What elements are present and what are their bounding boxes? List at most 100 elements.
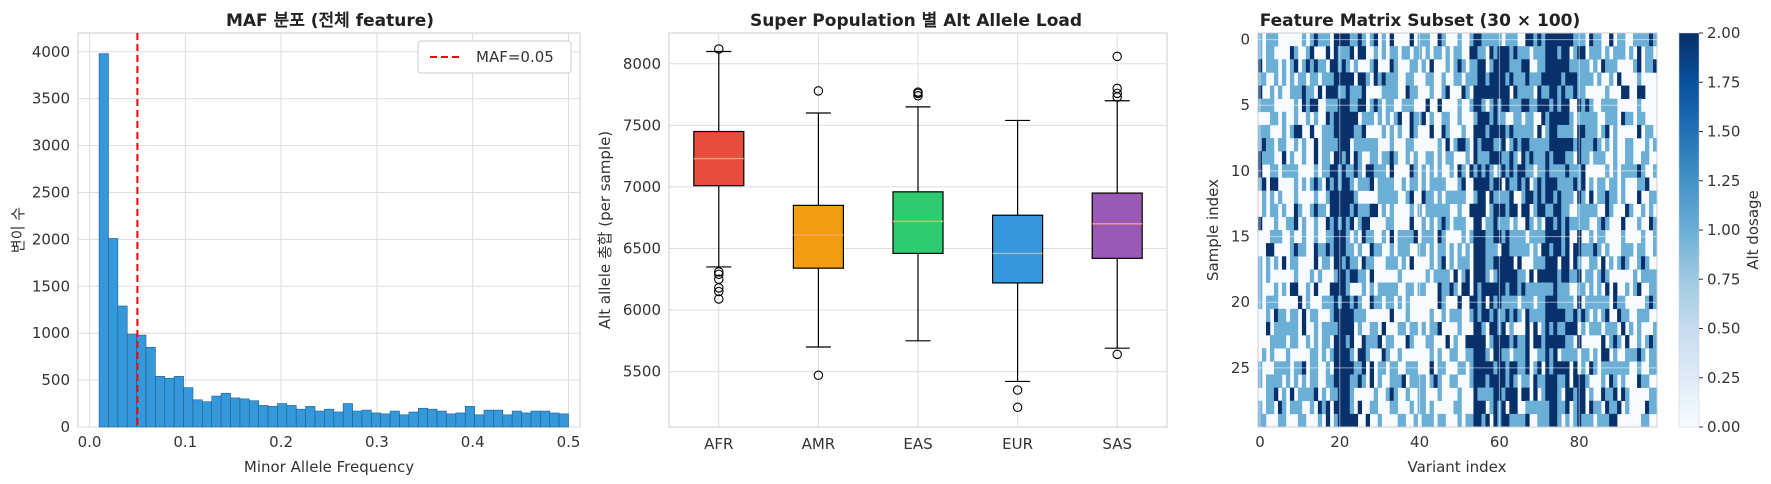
heatmap-cell: [1369, 282, 1375, 296]
heatmap-cell: [1425, 203, 1430, 218]
heatmap-cell: [1349, 256, 1355, 270]
heatmap-cell: [1553, 46, 1558, 60]
heatmap-cell: [1425, 190, 1430, 205]
heatmap-cell: [1285, 374, 1291, 388]
heatmap-cell: [1521, 282, 1526, 296]
heatmap-cell: [1589, 190, 1594, 205]
heatmap-cell: [1557, 321, 1562, 336]
heatmap-cell: [1601, 308, 1606, 323]
heatmap-cell: [1277, 413, 1283, 428]
heatmap-cell: [1425, 413, 1430, 428]
heatmap-cell: [1545, 177, 1550, 191]
heatmap-cell: [1573, 243, 1578, 257]
heatmap-cell: [1461, 190, 1466, 205]
heatmap-cell: [1609, 256, 1614, 270]
heatmap-cell: [1381, 177, 1386, 191]
heatmap-cell: [1349, 400, 1355, 415]
heatmap-cell: [1505, 203, 1510, 218]
heatmap-cell: [1533, 256, 1538, 270]
heatmap-cell: [1357, 151, 1363, 165]
heatmap-cell: [1521, 59, 1526, 73]
boxplot-y-tick-label: 8000: [623, 55, 661, 73]
heatmap-cell: [1605, 46, 1610, 60]
heatmap-cell: [1357, 348, 1363, 362]
heatmap-cell: [1269, 203, 1275, 218]
heatmap-cell: [1605, 85, 1610, 99]
heatmap-cell: [1609, 72, 1614, 86]
heatmap-cell: [1529, 282, 1534, 296]
heatmap-cell: [1289, 85, 1295, 99]
heatmap-cell: [1321, 203, 1327, 218]
heatmap-cell: [1349, 321, 1355, 336]
heatmap-cell: [1465, 335, 1470, 349]
heatmap-cell: [1309, 124, 1315, 139]
heatmap-cell: [1425, 72, 1430, 86]
heatmap-cell: [1405, 308, 1410, 323]
heatmap-cell: [1505, 387, 1510, 402]
heatmap-cell: [1581, 46, 1586, 60]
heatmap-cell: [1545, 243, 1550, 257]
colorbar-tick-label: 0.75: [1707, 270, 1740, 288]
heatmap-cell: [1477, 138, 1482, 152]
maf-bar: [202, 401, 213, 428]
heatmap-cell: [1437, 413, 1442, 428]
heatmap-cell: [1549, 46, 1554, 60]
heatmap-cell: [1521, 203, 1526, 218]
heatmap-cell: [1581, 203, 1586, 218]
heatmap-cell: [1469, 348, 1474, 362]
heatmap-y-tick-label: 0: [1240, 31, 1250, 49]
heatmap-cell: [1585, 374, 1590, 388]
heatmap-cell: [1377, 190, 1382, 205]
heatmap-cell: [1557, 335, 1562, 349]
heatmap-cell: [1565, 85, 1570, 99]
heatmap-cell: [1313, 151, 1319, 165]
heatmap-cell: [1261, 177, 1267, 191]
heatmap-cell: [1277, 138, 1283, 152]
heatmap-cell: [1269, 85, 1275, 99]
heatmap-cell: [1269, 151, 1275, 165]
heatmap-cell: [1489, 138, 1494, 152]
heatmap-cell: [1621, 46, 1626, 60]
heatmap-cell: [1397, 321, 1402, 336]
heatmap-cell: [1557, 269, 1562, 283]
heatmap-cell: [1381, 190, 1386, 205]
heatmap-cell: [1601, 216, 1606, 231]
heatmap-cell: [1265, 151, 1271, 165]
heatmap-cell: [1333, 124, 1339, 139]
heatmap-cell: [1357, 85, 1363, 99]
heatmap-cell: [1493, 216, 1498, 231]
maf-bar: [267, 406, 278, 428]
heatmap-cell: [1309, 387, 1315, 402]
heatmap-cell: [1369, 203, 1375, 218]
heatmap-cell: [1357, 177, 1363, 191]
heatmap-cell: [1477, 256, 1482, 270]
heatmap-cell: [1297, 85, 1303, 99]
heatmap-cell: [1473, 321, 1478, 336]
heatmap-cell: [1353, 308, 1359, 323]
heatmap-cell: [1473, 348, 1478, 362]
heatmap-cell: [1589, 321, 1594, 336]
heatmap-cell: [1329, 282, 1335, 296]
heatmap-cell: [1477, 400, 1482, 415]
heatmap-cell: [1473, 85, 1478, 99]
heatmap-cell: [1325, 321, 1331, 336]
heatmap-cell: [1545, 256, 1550, 270]
heatmap-cell: [1357, 216, 1363, 231]
heatmap-cell: [1645, 308, 1650, 323]
heatmap-cell: [1349, 203, 1355, 218]
heatmap-cell: [1297, 413, 1303, 428]
heatmap-cell: [1541, 46, 1546, 60]
heatmap-cell: [1493, 190, 1498, 205]
heatmap-cell: [1537, 85, 1542, 99]
heatmap-cell: [1597, 282, 1602, 296]
heatmap-cell: [1581, 400, 1586, 415]
heatmap-cell: [1625, 335, 1630, 349]
heatmap-cell: [1409, 321, 1414, 336]
maf-bar: [361, 409, 372, 428]
heatmap-cell: [1353, 413, 1359, 428]
heatmap-cell: [1385, 72, 1390, 86]
heatmap-cell: [1333, 387, 1339, 402]
heatmap-cell: [1473, 190, 1478, 205]
heatmap-cell: [1341, 413, 1347, 428]
heatmap-cell: [1513, 203, 1518, 218]
